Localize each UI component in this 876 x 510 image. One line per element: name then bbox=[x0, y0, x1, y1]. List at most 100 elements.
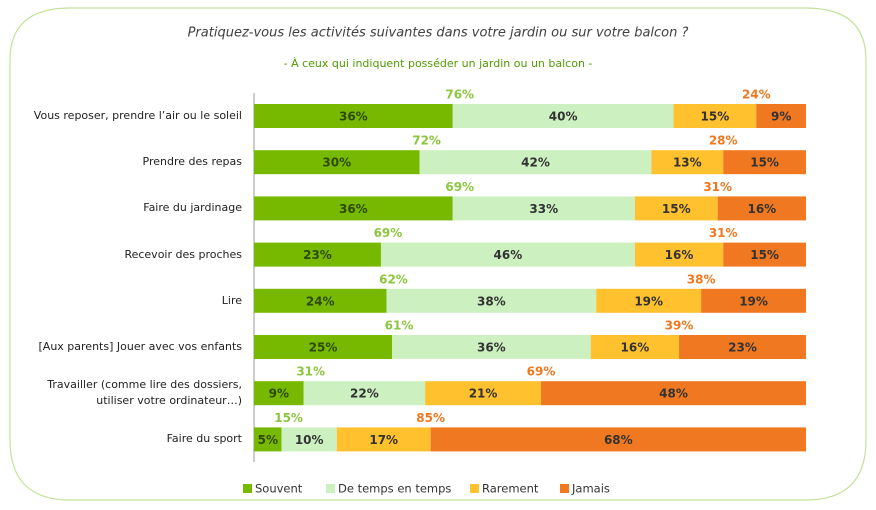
legend-label: Jamais bbox=[571, 482, 610, 496]
chart-subtitle: - À ceux qui indiquent posséder un jardi… bbox=[284, 57, 593, 70]
value-label: 9% bbox=[771, 110, 791, 124]
legend-swatch bbox=[326, 484, 335, 493]
net-positive-label: 69% bbox=[374, 226, 403, 240]
value-label: 23% bbox=[728, 341, 757, 355]
category-label: Lire bbox=[221, 293, 242, 307]
bar-segment bbox=[380, 242, 635, 267]
value-label: 22% bbox=[350, 387, 379, 401]
bar-segment bbox=[254, 381, 304, 406]
value-label: 36% bbox=[339, 202, 368, 216]
net-negative-label: 39% bbox=[665, 319, 694, 333]
legend-label: De temps en temps bbox=[338, 482, 451, 496]
bar-segment bbox=[723, 150, 806, 175]
value-label: 15% bbox=[662, 202, 691, 216]
value-label: 5% bbox=[258, 433, 278, 447]
bar-segment bbox=[452, 104, 674, 128]
bar-segment bbox=[254, 427, 282, 452]
bar-segment bbox=[673, 104, 757, 128]
bar-segment bbox=[596, 288, 702, 313]
value-label: 42% bbox=[521, 156, 550, 170]
bar-segment bbox=[679, 335, 806, 359]
category-label: Faire du jardinage bbox=[143, 201, 242, 215]
bar-segment bbox=[723, 242, 806, 267]
net-negative-label: 24% bbox=[742, 88, 771, 102]
value-label: 19% bbox=[739, 294, 768, 308]
value-label: 23% bbox=[303, 248, 332, 262]
value-label: 48% bbox=[659, 387, 688, 401]
net-negative-label: 38% bbox=[687, 272, 716, 286]
chart-title: Pratiquez-vous les activités suivantes d… bbox=[188, 26, 689, 41]
bar-segment bbox=[701, 288, 806, 313]
value-label: 36% bbox=[339, 110, 368, 124]
bar-segment bbox=[541, 381, 806, 406]
value-label: 38% bbox=[477, 294, 506, 308]
net-negative-label: 85% bbox=[416, 411, 445, 425]
net-positive-label: 72% bbox=[412, 134, 441, 148]
category-label: Prendre des repas bbox=[142, 155, 242, 169]
value-label: 30% bbox=[322, 156, 351, 170]
bar-segment bbox=[254, 150, 420, 175]
bar-segment bbox=[717, 196, 806, 221]
category-label: Travailler (comme lire des dossiers, uti… bbox=[47, 378, 242, 408]
bar-segment bbox=[303, 381, 426, 406]
value-label: 13% bbox=[673, 156, 702, 170]
value-label: 40% bbox=[549, 110, 578, 124]
legend-swatch bbox=[470, 484, 479, 493]
category-label: Recevoir des proches bbox=[124, 247, 242, 261]
net-positive-label: 76% bbox=[445, 88, 474, 102]
bar-segment bbox=[254, 104, 453, 128]
bar-segment bbox=[651, 150, 724, 175]
net-negative-label: 69% bbox=[527, 365, 556, 379]
bar-segment bbox=[430, 427, 806, 452]
net-negative-label: 31% bbox=[709, 226, 738, 240]
net-positive-label: 61% bbox=[385, 319, 414, 333]
category-label: Vous reposer, prendre l’air ou le soleil bbox=[33, 109, 242, 122]
bar-segment bbox=[254, 242, 381, 267]
bar-segment bbox=[634, 196, 718, 221]
bar-segment bbox=[452, 196, 635, 221]
net-positive-label: 69% bbox=[445, 180, 474, 194]
value-label: 16% bbox=[621, 341, 650, 355]
bar-segment bbox=[336, 427, 431, 452]
value-label: 17% bbox=[369, 433, 398, 447]
value-label: 25% bbox=[309, 341, 338, 355]
bar-segment bbox=[634, 242, 724, 267]
value-label: 21% bbox=[469, 387, 498, 401]
value-label: 15% bbox=[750, 248, 779, 262]
legend-label: Rarement bbox=[482, 482, 539, 496]
bar-segment bbox=[254, 196, 453, 221]
bar-segment bbox=[254, 335, 392, 359]
net-negative-label: 28% bbox=[709, 134, 738, 148]
net-negative-label: 31% bbox=[703, 180, 732, 194]
bar-segment bbox=[281, 427, 337, 452]
value-label: 46% bbox=[494, 248, 523, 262]
value-label: 36% bbox=[477, 341, 506, 355]
legend-label: Souvent bbox=[255, 482, 303, 496]
legend-swatch bbox=[243, 484, 252, 493]
bar-segment bbox=[419, 150, 652, 175]
value-label: 19% bbox=[634, 294, 663, 308]
bar-segment bbox=[386, 288, 597, 313]
bar-segment bbox=[254, 288, 387, 313]
net-positive-label: 15% bbox=[274, 411, 303, 425]
value-label: 16% bbox=[665, 248, 694, 262]
bar-segment bbox=[756, 104, 806, 128]
net-positive-label: 62% bbox=[379, 272, 408, 286]
net-positive-label: 31% bbox=[296, 365, 325, 379]
value-label: 16% bbox=[747, 202, 776, 216]
bar-segment bbox=[590, 335, 680, 359]
value-label: 33% bbox=[529, 202, 558, 216]
category-label: Faire du sport bbox=[166, 432, 242, 446]
bar-segment bbox=[425, 381, 542, 406]
bar-segment bbox=[392, 335, 591, 359]
value-label: 24% bbox=[306, 294, 335, 308]
category-label: [Aux parents] Jouer avec vos enfants bbox=[38, 340, 243, 353]
value-label: 68% bbox=[604, 433, 633, 447]
legend-swatch bbox=[560, 484, 569, 493]
value-label: 9% bbox=[269, 387, 289, 401]
value-label: 15% bbox=[701, 110, 730, 124]
frame bbox=[9, 7, 867, 501]
value-label: 10% bbox=[295, 433, 324, 447]
